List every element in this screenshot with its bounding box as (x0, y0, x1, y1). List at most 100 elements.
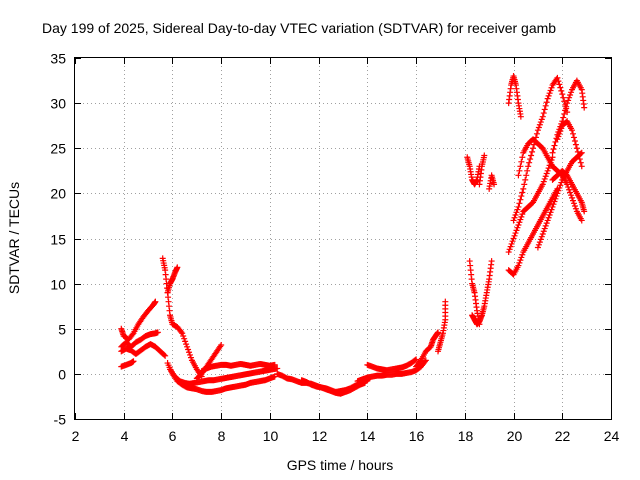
data-point (537, 236, 544, 243)
data-point (152, 298, 159, 305)
x-tick-label: 8 (218, 428, 226, 444)
data-point (540, 178, 547, 185)
data-point (569, 127, 576, 134)
series-arc-c (118, 341, 169, 359)
data-point (519, 189, 526, 196)
data-point (557, 182, 564, 189)
data-point (516, 259, 523, 266)
data-point (515, 172, 522, 179)
data-point (553, 193, 560, 200)
series-arc-ab (534, 149, 585, 251)
series-arc-u (478, 258, 495, 319)
data-point (542, 222, 549, 229)
y-tick-label: 25 (50, 141, 66, 157)
series-arc-y (505, 185, 561, 278)
data-point (180, 332, 187, 339)
data-point (514, 206, 521, 213)
data-point (544, 217, 551, 224)
data-point (511, 214, 518, 221)
data-point (575, 152, 582, 159)
x-tick-label: 22 (555, 428, 571, 444)
data-point (581, 208, 588, 215)
data-point (510, 235, 517, 242)
data-point (568, 192, 575, 199)
data-point (541, 106, 548, 113)
plot-frame (74, 57, 612, 420)
data-point (515, 262, 522, 269)
series-arc-d (118, 358, 137, 370)
data-point (536, 121, 543, 128)
data-point (569, 194, 576, 201)
data-point (561, 110, 568, 117)
data-point (154, 329, 161, 336)
data-point (558, 87, 565, 94)
data-point (551, 198, 558, 205)
data-point (521, 181, 528, 188)
data-point (488, 258, 495, 265)
series-arc-f (164, 264, 181, 296)
data-point (569, 197, 576, 204)
data-point (577, 159, 584, 166)
data-point (578, 217, 585, 224)
data-point (539, 113, 546, 120)
x-tick-label: 10 (263, 428, 279, 444)
data-point (518, 193, 525, 200)
data-point (523, 172, 530, 179)
data-point (554, 74, 561, 81)
data-point (435, 329, 442, 336)
data-point (186, 349, 193, 356)
series-arc-ac (549, 77, 588, 156)
data-point (547, 209, 554, 216)
x-tick-label: 6 (169, 428, 177, 444)
data-point (516, 167, 523, 174)
data-point (535, 241, 542, 248)
data-point (413, 356, 420, 363)
data-point (567, 189, 574, 196)
series-arc-p (435, 298, 449, 355)
data-point (517, 216, 524, 223)
data-point (182, 338, 189, 345)
data-point (518, 254, 525, 261)
data-point (416, 358, 423, 365)
data-point (548, 84, 555, 91)
data-point (533, 130, 540, 137)
data-point (187, 354, 194, 361)
data-point (520, 185, 527, 192)
series-arc-j (193, 341, 225, 382)
data-point (540, 228, 547, 235)
data-point (570, 134, 577, 141)
data-point (573, 145, 580, 152)
data-point (555, 133, 562, 140)
data-point (578, 163, 585, 170)
data-point (556, 81, 563, 88)
data-point (511, 232, 518, 239)
data-point (530, 145, 537, 152)
data-point (556, 184, 563, 191)
data-point (538, 116, 545, 123)
data-point (546, 212, 553, 219)
data-point (540, 110, 547, 117)
data-point (512, 230, 519, 237)
data-point (545, 165, 552, 172)
data-point (558, 179, 565, 186)
series-arc-v (486, 172, 498, 192)
data-point (558, 125, 565, 132)
chart-title: Day 199 of 2025, Sidereal Day-to-day VTE… (42, 20, 556, 36)
data-point (576, 156, 583, 163)
data-point (512, 212, 519, 219)
data-point (545, 214, 552, 221)
x-tick-label: 18 (458, 428, 474, 444)
series-arc-b (118, 329, 161, 350)
x-tick-label: 12 (312, 428, 328, 444)
x-tick-label: 16 (409, 428, 425, 444)
data-point (508, 240, 515, 247)
data-point (549, 149, 556, 156)
data-point (519, 251, 526, 258)
data-point (517, 196, 524, 203)
data-point (541, 175, 548, 182)
data-point (559, 91, 566, 98)
x-tick-label: 24 (604, 428, 620, 444)
x-tick-label: 2 (72, 428, 80, 444)
data-point (568, 89, 575, 96)
data-point (536, 239, 543, 246)
